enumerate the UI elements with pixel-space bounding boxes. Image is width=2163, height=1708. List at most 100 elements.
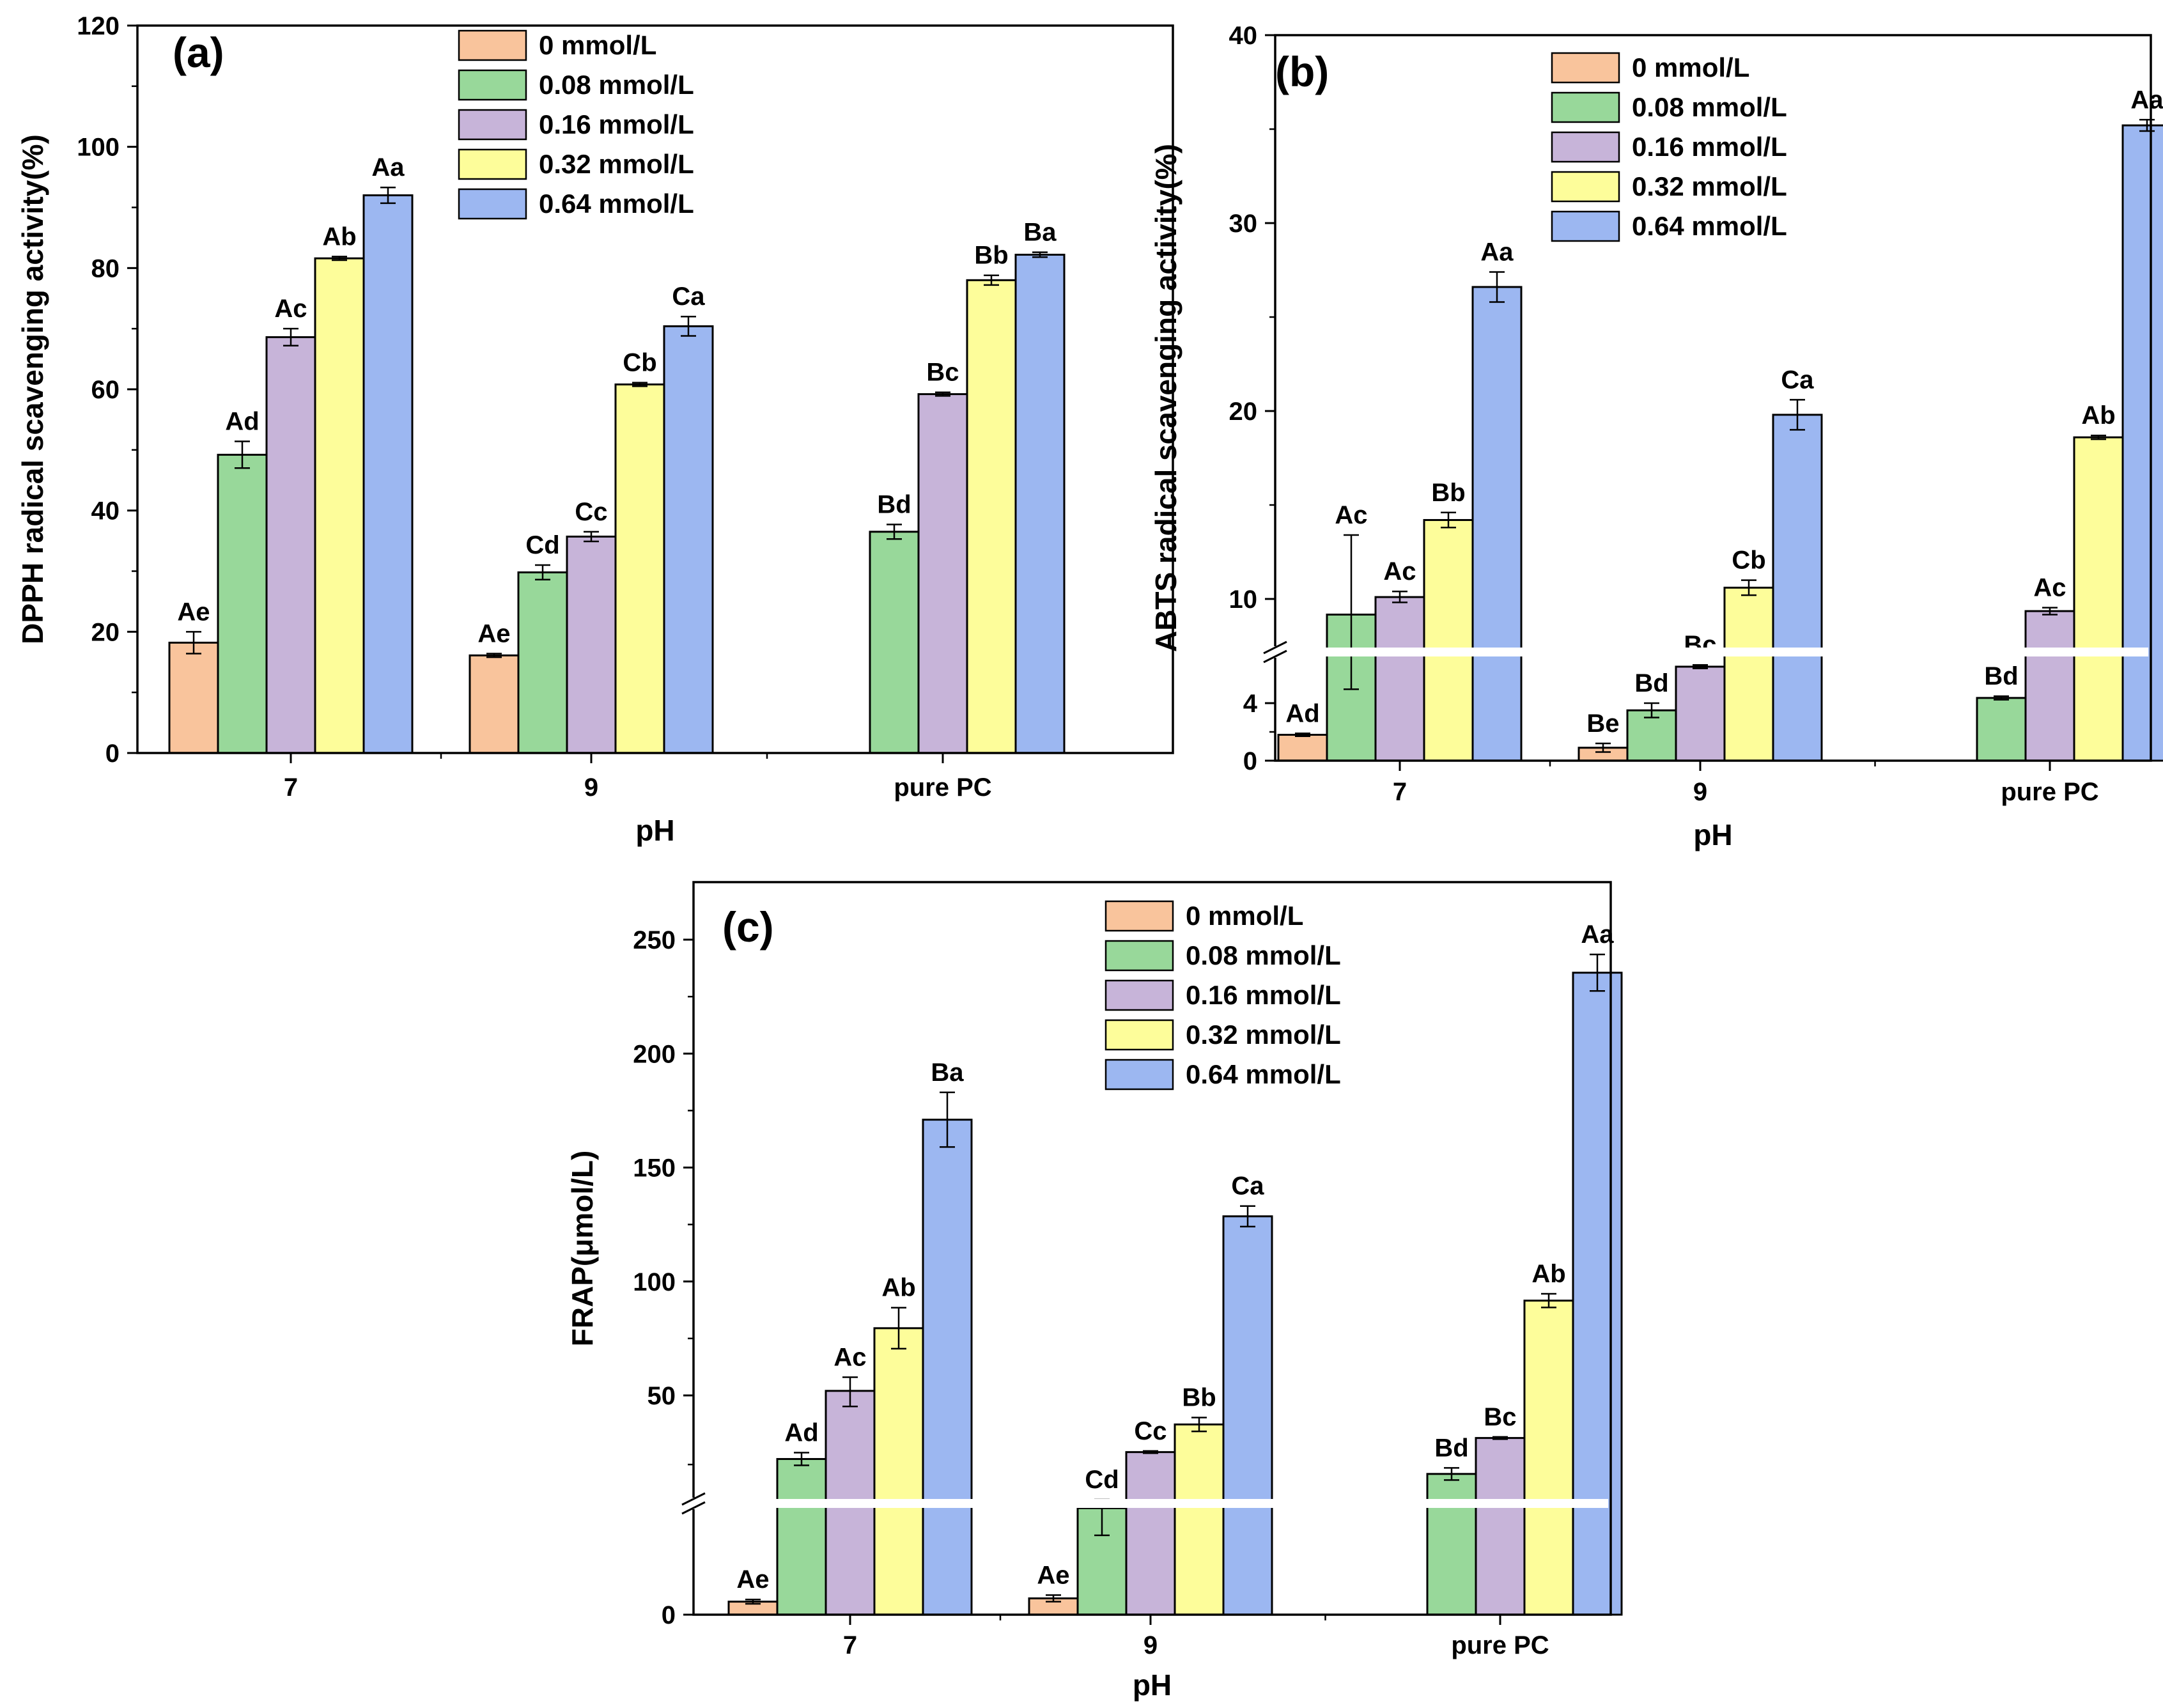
y-tick-label: 10 <box>1229 586 1258 614</box>
legend-swatch <box>458 29 527 61</box>
bar <box>1772 414 1823 762</box>
significance-label: Bd <box>877 490 911 518</box>
legend-entry: 0.08 mmol/L <box>1186 940 1341 970</box>
legend-entry: 0.16 mmol/L <box>1632 132 1787 162</box>
significance-label: Bc <box>926 359 959 387</box>
bar <box>1475 1437 1526 1616</box>
x-tick-label: 7 <box>1393 778 1407 806</box>
bar <box>1626 709 1677 762</box>
legend-swatch <box>458 188 527 220</box>
axis-break-band <box>696 1499 1608 1508</box>
legend-entry: 0.64 mmol/L <box>539 189 694 219</box>
bar <box>1277 734 1328 762</box>
significance-label: Ab <box>2081 401 2115 430</box>
legend-entry: 0.08 mmol/L <box>1632 92 1787 122</box>
significance-label: Ca <box>1781 366 1814 394</box>
panel-label: (b) <box>1275 48 1329 95</box>
significance-label: Ad <box>225 408 259 436</box>
bar <box>362 194 414 754</box>
legend-entry: 0.64 mmol/L <box>1186 1059 1341 1089</box>
bar <box>1423 519 1474 762</box>
y-tick-label: 30 <box>1229 210 1258 238</box>
legend: 0 mmol/L 0.08 mmol/L 0.16 mmol/L 0.32 mmol/… <box>458 29 694 220</box>
significance-label: Ac <box>1335 501 1367 529</box>
legend-entry: 0 mmol/L <box>539 30 656 60</box>
bar <box>776 1457 827 1616</box>
significance-label: Ba <box>931 1059 964 1087</box>
significance-label: Ae <box>736 1565 769 1594</box>
legend-entry: 0.32 mmol/L <box>1186 1020 1341 1050</box>
legend-swatch <box>1551 91 1620 123</box>
bar <box>1374 596 1425 762</box>
bar <box>1723 586 1774 762</box>
legend-swatch <box>1105 1059 1174 1091</box>
y-axis-title: DPPH radical scavenging activity(%) <box>16 134 49 644</box>
plot-frame <box>692 881 1612 1616</box>
significance-label: Bb <box>974 242 1008 270</box>
bar <box>566 535 617 754</box>
bar <box>1174 1423 1225 1616</box>
bar <box>922 1119 973 1616</box>
bar <box>517 571 568 754</box>
y-tick-label: 80 <box>91 254 120 283</box>
x-tick-label: pure PC <box>1451 1631 1549 1659</box>
bar <box>168 641 219 754</box>
legend-entry: 0.08 mmol/L <box>539 70 694 100</box>
bar <box>469 654 520 754</box>
bar <box>1125 1451 1176 1616</box>
y-tick-label: 60 <box>91 376 120 404</box>
legend-entry: 0.16 mmol/L <box>1186 980 1341 1010</box>
significance-label: Bb <box>1431 479 1465 507</box>
panel-label: (c) <box>722 903 774 951</box>
significance-label: Ae <box>1037 1561 1069 1589</box>
bar <box>1523 1300 1574 1616</box>
chart-panel-0: Ae Ae Ad Cd Bd Ac Cc Bc Ab Cb Bb Aa Ca Ba 0 20 40 60 80 100… <box>16 12 1174 847</box>
significance-label: Bb <box>1182 1384 1216 1412</box>
x-tick-label: pure PC <box>2001 778 2098 806</box>
legend-entry: 0.64 mmol/L <box>1632 211 1787 241</box>
x-tick-label: 7 <box>843 1631 857 1659</box>
legend-swatch <box>458 109 527 141</box>
y-tick-label: 50 <box>647 1382 676 1410</box>
plot-frame <box>1274 34 2152 762</box>
bar <box>2024 610 2075 762</box>
y-tick-label: 20 <box>1229 398 1258 426</box>
y-tick-label: 0 <box>1243 747 1257 775</box>
bar <box>1014 253 1066 754</box>
significance-label: Ac <box>833 1343 866 1371</box>
x-tick-label: 9 <box>1693 778 1707 806</box>
significance-label: Cd <box>1085 1466 1119 1494</box>
significance-label: Aa <box>1480 238 1514 266</box>
x-axis-title: pH <box>1693 818 1732 851</box>
significance-label: Bd <box>1984 662 2018 690</box>
bar <box>966 279 1017 754</box>
x-axis-title: pH <box>635 814 674 847</box>
legend-swatch <box>1105 940 1174 972</box>
significance-label: Bd <box>1634 669 1668 697</box>
legend-swatch <box>458 148 527 180</box>
bar <box>2121 124 2163 762</box>
bar <box>2073 436 2124 762</box>
bar <box>869 531 920 754</box>
significance-label: Cb <box>1732 547 1765 575</box>
legend-entry: 0.32 mmol/L <box>1632 171 1787 201</box>
significance-label: Ad <box>784 1419 818 1447</box>
y-axis-title: ABTS radical scavenging activity(%) <box>1149 144 1182 652</box>
bar <box>1675 665 1726 762</box>
bar <box>917 393 968 754</box>
y-tick-label: 120 <box>77 12 120 40</box>
significance-label: Cc <box>575 498 607 526</box>
significance-label: Ac <box>274 295 307 323</box>
significance-label: Cb <box>623 349 656 377</box>
y-tick-label: 40 <box>91 497 120 525</box>
legend-swatch <box>1551 52 1620 84</box>
significance-label: Ab <box>1531 1260 1565 1288</box>
panel-label: (a) <box>173 29 224 76</box>
axis-break-band <box>1278 648 2148 656</box>
bar <box>265 336 316 754</box>
y-tick-label: 100 <box>77 134 120 162</box>
bar <box>1572 972 1623 1616</box>
bar <box>217 453 268 754</box>
